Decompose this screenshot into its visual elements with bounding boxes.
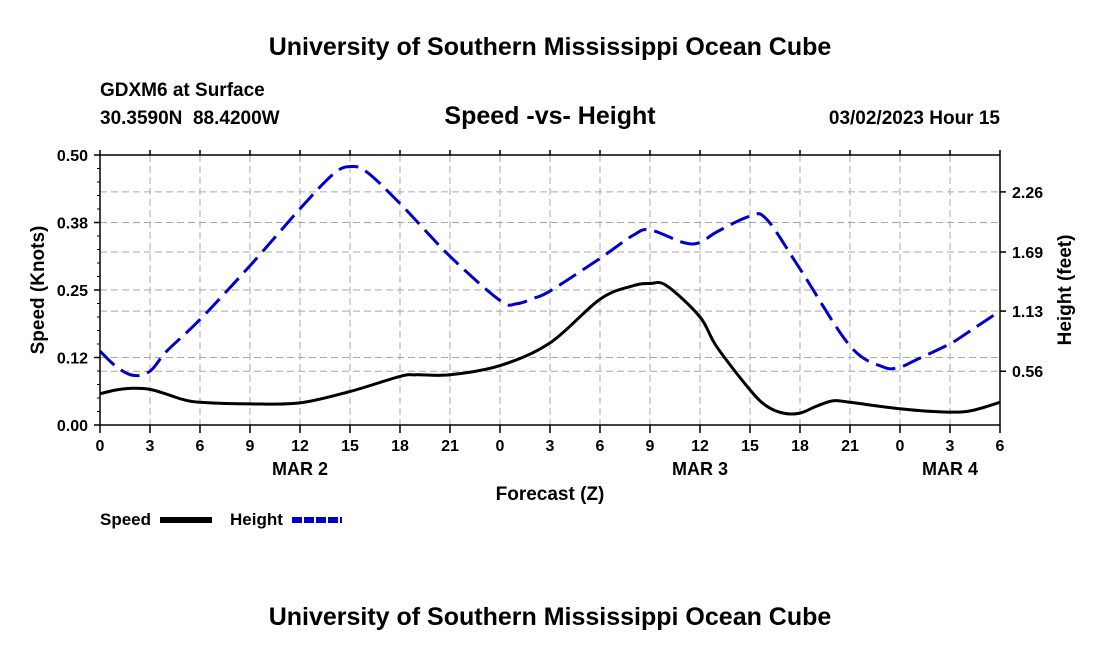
x-tick-label: 0 <box>896 438 905 455</box>
x-tick-label: 21 <box>441 438 459 455</box>
x-tick-label: 6 <box>596 438 605 455</box>
x-tick-label: 3 <box>546 438 555 455</box>
y-left-tick-label: 0.25 <box>57 283 88 300</box>
y-left-tick-label: 0.38 <box>57 216 88 233</box>
plot-title: Speed -vs- Height <box>444 102 656 130</box>
x-tick-label: 0 <box>496 438 505 455</box>
legend-label-speed: Speed <box>100 510 151 529</box>
series-line-height <box>98 164 1001 378</box>
x-tick-label: 21 <box>841 438 859 455</box>
x-axis-title: Forecast (Z) <box>496 484 605 505</box>
y-left-tick-label: 0.50 <box>57 148 88 165</box>
x-day-label: MAR 4 <box>922 459 978 479</box>
series-lines <box>98 164 1001 416</box>
x-tick-label: 9 <box>246 438 255 455</box>
y-left-tick-label: 0.12 <box>57 351 88 368</box>
y-axis-left-title: Speed (Knots) <box>28 226 49 355</box>
x-tick-label: 6 <box>996 438 1005 455</box>
footer-title: University of Southern Mississippi Ocean… <box>269 603 832 631</box>
x-tick-label: 3 <box>946 438 955 455</box>
y-right-tick-label: 1.69 <box>1012 245 1043 262</box>
x-tick-label: 15 <box>741 438 759 455</box>
coordinates-label: 30.3590N 88.4200W <box>100 108 280 129</box>
y-axis-left: 0.00 0.12 0.25 0.38 0.50 <box>57 148 100 435</box>
series-line-speed <box>99 281 1001 416</box>
x-tick-label: 12 <box>691 438 709 455</box>
y-right-tick-label: 0.56 <box>1012 364 1043 381</box>
x-tick-label: 0 <box>96 438 105 455</box>
x-tick-label: 18 <box>791 438 809 455</box>
timestamp-label: 03/02/2023 Hour 15 <box>829 108 1001 129</box>
legend: Speed Height <box>100 510 342 529</box>
x-tick-label: 3 <box>146 438 155 455</box>
y-right-tick-label: 1.13 <box>1012 304 1043 321</box>
y-axis-right: 0.56 1.13 1.69 2.26 <box>1000 185 1043 381</box>
y-axis-right-title: Height (feet) <box>1055 235 1076 346</box>
x-tick-label: 9 <box>646 438 655 455</box>
y-left-tick-label: 0.00 <box>57 418 88 435</box>
x-tick-label: 6 <box>196 438 205 455</box>
page-title: University of Southern Mississippi Ocean… <box>269 33 832 61</box>
y-right-tick-label: 2.26 <box>1012 185 1043 202</box>
x-tick-label: 18 <box>391 438 409 455</box>
x-day-label: MAR 2 <box>272 459 328 479</box>
x-axis: 0 3 6 9 12 15 18 21 0 3 6 9 12 15 18 21 0 3 6 MAR 2 MAR 3 MAR… <box>96 150 1005 479</box>
legend-label-height: Height <box>230 510 283 529</box>
x-day-label: MAR 3 <box>672 459 728 479</box>
x-tick-label: 15 <box>341 438 359 455</box>
x-tick-label: 12 <box>291 438 309 455</box>
station-label: GDXM6 at Surface <box>100 80 265 101</box>
